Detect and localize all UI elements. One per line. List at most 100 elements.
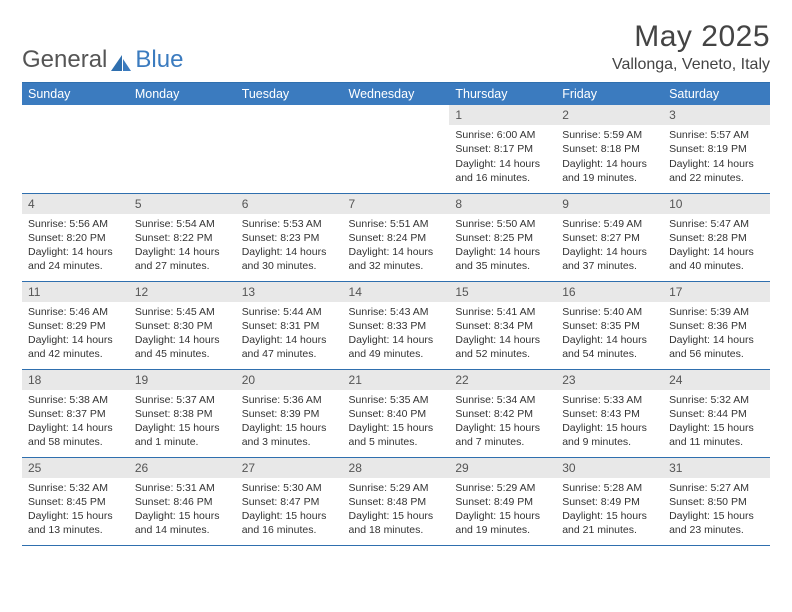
sunrise-text: Sunrise: 5:27 AM <box>669 481 764 495</box>
daylight-text: Daylight: 14 hours and 24 minutes. <box>28 245 123 273</box>
sunset-text: Sunset: 8:27 PM <box>562 231 657 245</box>
sunset-text: Sunset: 8:22 PM <box>135 231 230 245</box>
daylight-text: Daylight: 14 hours and 56 minutes. <box>669 333 764 361</box>
calendar-row: 4Sunrise: 5:56 AMSunset: 8:20 PMDaylight… <box>22 193 770 281</box>
calendar-cell: 19Sunrise: 5:37 AMSunset: 8:38 PMDayligh… <box>129 369 236 457</box>
sunset-text: Sunset: 8:37 PM <box>28 407 123 421</box>
calendar-cell: 2Sunrise: 5:59 AMSunset: 8:18 PMDaylight… <box>556 105 663 193</box>
sunrise-text: Sunrise: 5:50 AM <box>455 217 550 231</box>
sunrise-text: Sunrise: 5:37 AM <box>135 393 230 407</box>
day-content: Sunrise: 5:29 AMSunset: 8:49 PMDaylight:… <box>449 478 556 542</box>
day-number: 2 <box>556 105 663 125</box>
day-number: 8 <box>449 194 556 214</box>
day-content: Sunrise: 5:27 AMSunset: 8:50 PMDaylight:… <box>663 478 770 542</box>
day-number: 10 <box>663 194 770 214</box>
day-content: Sunrise: 5:31 AMSunset: 8:46 PMDaylight:… <box>129 478 236 542</box>
day-number: 1 <box>449 105 556 125</box>
sunrise-text: Sunrise: 5:45 AM <box>135 305 230 319</box>
sunrise-text: Sunrise: 5:54 AM <box>135 217 230 231</box>
calendar-cell: 8Sunrise: 5:50 AMSunset: 8:25 PMDaylight… <box>449 193 556 281</box>
sunset-text: Sunset: 8:42 PM <box>455 407 550 421</box>
sunrise-text: Sunrise: 5:43 AM <box>349 305 444 319</box>
sunset-text: Sunset: 8:34 PM <box>455 319 550 333</box>
sunrise-text: Sunrise: 5:33 AM <box>562 393 657 407</box>
day-number: 3 <box>663 105 770 125</box>
day-number: 22 <box>449 370 556 390</box>
daylight-text: Daylight: 14 hours and 54 minutes. <box>562 333 657 361</box>
daylight-text: Daylight: 15 hours and 18 minutes. <box>349 509 444 537</box>
day-number: 21 <box>343 370 450 390</box>
calendar-cell: 17Sunrise: 5:39 AMSunset: 8:36 PMDayligh… <box>663 281 770 369</box>
sunrise-text: Sunrise: 5:29 AM <box>455 481 550 495</box>
calendar-cell: 23Sunrise: 5:33 AMSunset: 8:43 PMDayligh… <box>556 369 663 457</box>
sunrise-text: Sunrise: 5:46 AM <box>28 305 123 319</box>
day-content: Sunrise: 5:41 AMSunset: 8:34 PMDaylight:… <box>449 302 556 366</box>
sunset-text: Sunset: 8:33 PM <box>349 319 444 333</box>
sunrise-text: Sunrise: 5:59 AM <box>562 128 657 142</box>
sunrise-text: Sunrise: 5:41 AM <box>455 305 550 319</box>
calendar-cell: 22Sunrise: 5:34 AMSunset: 8:42 PMDayligh… <box>449 369 556 457</box>
sunset-text: Sunset: 8:48 PM <box>349 495 444 509</box>
sunset-text: Sunset: 8:28 PM <box>669 231 764 245</box>
day-number: 28 <box>343 458 450 478</box>
sunset-text: Sunset: 8:44 PM <box>669 407 764 421</box>
day-content: Sunrise: 5:46 AMSunset: 8:29 PMDaylight:… <box>22 302 129 366</box>
calendar-cell: 6Sunrise: 5:53 AMSunset: 8:23 PMDaylight… <box>236 193 343 281</box>
calendar-cell <box>129 105 236 193</box>
day-number: 12 <box>129 282 236 302</box>
daylight-text: Daylight: 15 hours and 21 minutes. <box>562 509 657 537</box>
day-number: 17 <box>663 282 770 302</box>
day-content: Sunrise: 5:36 AMSunset: 8:39 PMDaylight:… <box>236 390 343 454</box>
calendar-cell: 30Sunrise: 5:28 AMSunset: 8:49 PMDayligh… <box>556 457 663 545</box>
calendar-cell: 11Sunrise: 5:46 AMSunset: 8:29 PMDayligh… <box>22 281 129 369</box>
day-content: Sunrise: 5:29 AMSunset: 8:48 PMDaylight:… <box>343 478 450 542</box>
day-number: 5 <box>129 194 236 214</box>
calendar-cell: 10Sunrise: 5:47 AMSunset: 8:28 PMDayligh… <box>663 193 770 281</box>
sunrise-text: Sunrise: 5:31 AM <box>135 481 230 495</box>
day-number: 15 <box>449 282 556 302</box>
calendar-cell: 29Sunrise: 5:29 AMSunset: 8:49 PMDayligh… <box>449 457 556 545</box>
calendar-row: 11Sunrise: 5:46 AMSunset: 8:29 PMDayligh… <box>22 281 770 369</box>
daylight-text: Daylight: 14 hours and 27 minutes. <box>135 245 230 273</box>
day-content: Sunrise: 5:44 AMSunset: 8:31 PMDaylight:… <box>236 302 343 366</box>
day-content: Sunrise: 5:28 AMSunset: 8:49 PMDaylight:… <box>556 478 663 542</box>
day-content: Sunrise: 5:37 AMSunset: 8:38 PMDaylight:… <box>129 390 236 454</box>
daylight-text: Daylight: 14 hours and 47 minutes. <box>242 333 337 361</box>
calendar-cell: 31Sunrise: 5:27 AMSunset: 8:50 PMDayligh… <box>663 457 770 545</box>
calendar-cell: 7Sunrise: 5:51 AMSunset: 8:24 PMDaylight… <box>343 193 450 281</box>
daylight-text: Daylight: 15 hours and 19 minutes. <box>455 509 550 537</box>
calendar-header-row: SundayMondayTuesdayWednesdayThursdayFrid… <box>22 83 770 106</box>
daylight-text: Daylight: 14 hours and 37 minutes. <box>562 245 657 273</box>
sunrise-text: Sunrise: 5:57 AM <box>669 128 764 142</box>
day-content: Sunrise: 5:32 AMSunset: 8:44 PMDaylight:… <box>663 390 770 454</box>
day-content: Sunrise: 5:45 AMSunset: 8:30 PMDaylight:… <box>129 302 236 366</box>
daylight-text: Daylight: 14 hours and 42 minutes. <box>28 333 123 361</box>
day-number: 26 <box>129 458 236 478</box>
sunset-text: Sunset: 8:50 PM <box>669 495 764 509</box>
calendar-cell: 16Sunrise: 5:40 AMSunset: 8:35 PMDayligh… <box>556 281 663 369</box>
daylight-text: Daylight: 14 hours and 45 minutes. <box>135 333 230 361</box>
calendar-cell: 12Sunrise: 5:45 AMSunset: 8:30 PMDayligh… <box>129 281 236 369</box>
calendar-cell: 18Sunrise: 5:38 AMSunset: 8:37 PMDayligh… <box>22 369 129 457</box>
sunrise-text: Sunrise: 5:32 AM <box>669 393 764 407</box>
day-content: Sunrise: 5:34 AMSunset: 8:42 PMDaylight:… <box>449 390 556 454</box>
sunrise-text: Sunrise: 5:36 AM <box>242 393 337 407</box>
daylight-text: Daylight: 15 hours and 1 minute. <box>135 421 230 449</box>
sunset-text: Sunset: 8:20 PM <box>28 231 123 245</box>
brand-part2: Blue <box>135 46 183 74</box>
daylight-text: Daylight: 14 hours and 19 minutes. <box>562 157 657 185</box>
location-label: Vallonga, Veneto, Italy <box>612 56 770 74</box>
day-number: 20 <box>236 370 343 390</box>
daylight-text: Daylight: 14 hours and 52 minutes. <box>455 333 550 361</box>
day-number: 24 <box>663 370 770 390</box>
calendar-cell: 25Sunrise: 5:32 AMSunset: 8:45 PMDayligh… <box>22 457 129 545</box>
sunrise-text: Sunrise: 5:56 AM <box>28 217 123 231</box>
daylight-text: Daylight: 15 hours and 13 minutes. <box>28 509 123 537</box>
calendar-cell: 26Sunrise: 5:31 AMSunset: 8:46 PMDayligh… <box>129 457 236 545</box>
sunset-text: Sunset: 8:31 PM <box>242 319 337 333</box>
sunrise-text: Sunrise: 5:44 AM <box>242 305 337 319</box>
day-content: Sunrise: 5:57 AMSunset: 8:19 PMDaylight:… <box>663 125 770 189</box>
sunset-text: Sunset: 8:35 PM <box>562 319 657 333</box>
day-content: Sunrise: 5:47 AMSunset: 8:28 PMDaylight:… <box>663 214 770 278</box>
day-number: 19 <box>129 370 236 390</box>
